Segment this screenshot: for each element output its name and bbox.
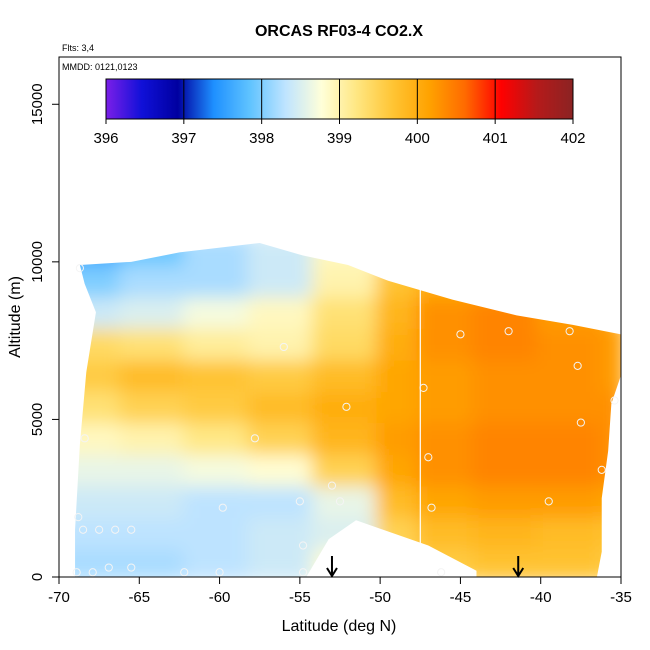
sample-point — [78, 525, 88, 534]
down-arrow-icon — [326, 556, 338, 578]
sample-point — [279, 342, 288, 352]
y-axis-label: Altitude (m) — [7, 276, 24, 358]
colorbar: 396 397 398 399 400 401 402 — [93, 78, 586, 147]
sample-point — [327, 481, 337, 490]
y-tick-label: 0 — [29, 573, 46, 581]
y-tick-label: 10000 — [29, 241, 46, 283]
co2-field — [75, 242, 621, 577]
x-tick-label: -70 — [48, 589, 70, 606]
sample-point — [298, 541, 308, 550]
sample-point — [72, 568, 81, 577]
sample-point — [298, 568, 308, 577]
sample-point — [295, 497, 304, 506]
colorbar-tick-label: 398 — [249, 130, 274, 147]
sample-point — [88, 568, 97, 577]
sample-point — [95, 525, 104, 534]
sample-point — [597, 465, 606, 474]
x-tick-label: -45 — [450, 589, 472, 606]
sample-point — [610, 396, 619, 405]
field-cell — [183, 242, 256, 266]
sample-point — [544, 497, 553, 506]
x-tick-label: -40 — [530, 589, 552, 606]
field-cell — [536, 289, 609, 329]
down-arrow-icon — [512, 556, 525, 578]
field-cell — [472, 289, 545, 329]
chart-title: ORCAS RF03-4 CO2.X — [255, 23, 423, 40]
unsampled-region — [306, 520, 477, 577]
sample-point — [456, 330, 465, 339]
sample-point — [504, 327, 513, 336]
sample-point — [424, 453, 433, 462]
colorbar-tick-label: 396 — [93, 130, 118, 147]
sample-point — [215, 568, 224, 577]
field-cell — [75, 242, 128, 266]
dates-annotation: MMDD: 0121,0123 — [62, 62, 138, 72]
sample-point — [111, 525, 120, 534]
sample-points — [72, 264, 619, 577]
x-tick-label: -35 — [610, 589, 632, 606]
field-cell — [416, 257, 481, 298]
sample-point — [75, 264, 84, 273]
sample-point — [218, 503, 227, 512]
x-tick-label: -55 — [289, 589, 311, 606]
y-tick-label: 15000 — [29, 83, 46, 125]
y-axis: 0 5000 10000 15000 — [29, 83, 60, 581]
x-axis: -70 -65 -60 -55 -50 -45 -40 -35 — [48, 576, 632, 606]
sample-point — [419, 383, 428, 393]
sample-point — [74, 513, 83, 522]
field-cell — [311, 242, 385, 266]
field-cell — [600, 352, 621, 392]
colorbar-tick-label: 400 — [405, 130, 430, 147]
field-cell — [472, 257, 545, 298]
sample-point — [335, 497, 345, 506]
sample-point — [342, 402, 351, 411]
colorbar-tick-label: 401 — [483, 130, 508, 147]
x-axis-label: Latitude (deg N) — [282, 618, 397, 635]
x-tick-label: -60 — [209, 589, 231, 606]
sample-point — [576, 418, 585, 427]
sample-point — [573, 361, 582, 370]
sample-point — [437, 568, 446, 577]
sample-point — [250, 434, 259, 443]
sample-point — [565, 327, 574, 336]
latitude-markers — [326, 556, 525, 578]
field-cell — [247, 242, 320, 266]
colorbar-tick-label: 399 — [327, 130, 352, 147]
sample-point — [127, 525, 136, 534]
sample-point — [80, 434, 89, 443]
field-cell — [119, 242, 192, 266]
sample-point — [427, 503, 436, 512]
colorbar-tick-label: 402 — [560, 130, 585, 147]
sample-point — [104, 563, 113, 572]
flights-annotation: Flts: 3,4 — [62, 43, 94, 53]
colorbar-tick-label: 397 — [171, 130, 196, 147]
y-tick-label: 5000 — [29, 403, 46, 436]
x-tick-label: -50 — [369, 589, 391, 606]
x-tick-label: -65 — [128, 589, 150, 606]
sample-point — [180, 568, 189, 577]
sample-point — [127, 563, 136, 572]
